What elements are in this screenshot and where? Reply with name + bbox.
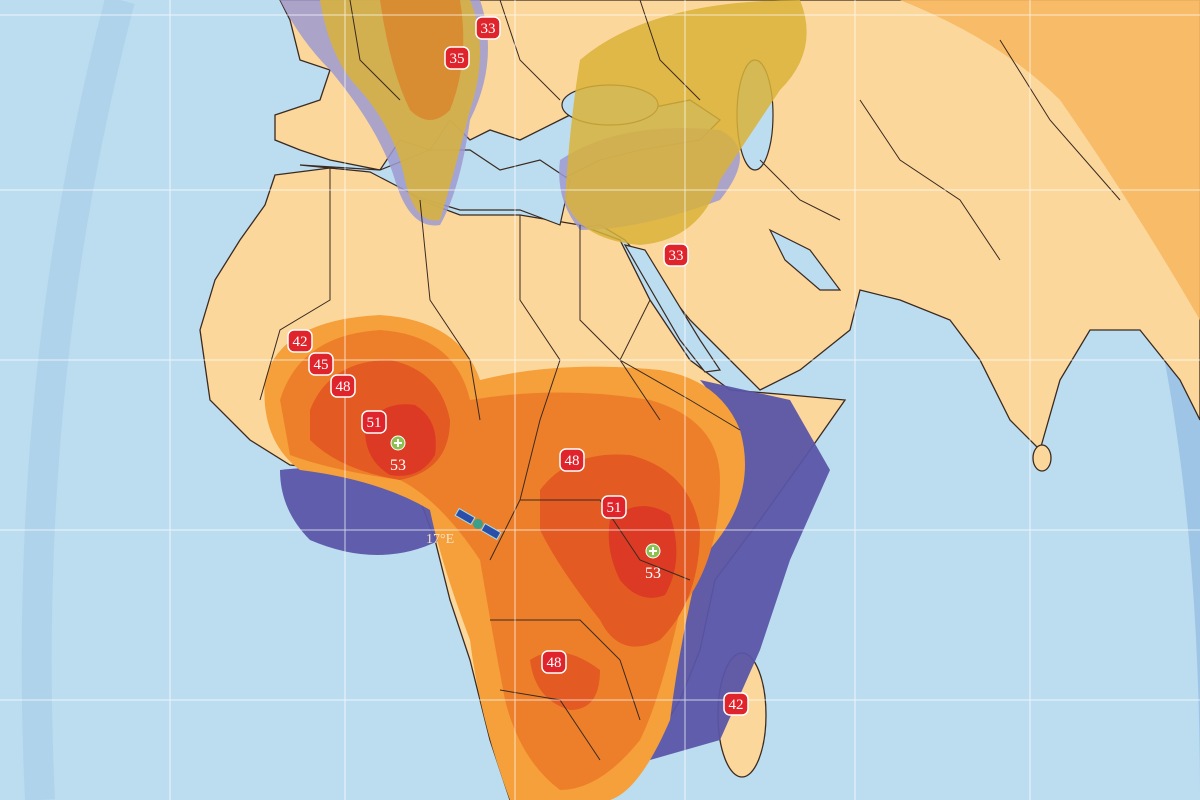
eirp-value: 45 [314, 357, 329, 373]
eirp-value: 51 [607, 500, 622, 516]
eirp-label-west-africa: 48 [330, 374, 356, 398]
contour-asia-orange [900, 0, 1200, 320]
eirp-badge [541, 650, 567, 674]
eirp-value: 42 [293, 334, 308, 350]
eirp-badge [663, 243, 689, 267]
eirp-label-west-africa: 51 [361, 410, 387, 434]
eirp-labels: 33 35 33 42 45 48 51 53 48 51 53 48 42 [287, 16, 749, 716]
contour-europe-orange [380, 0, 464, 120]
eirp-label-central-africa: 48 [559, 448, 585, 472]
eirp-value: 53 [645, 565, 661, 582]
eirp-badge [559, 448, 585, 472]
coverage-contours [264, 0, 1200, 800]
plus-icon [649, 547, 657, 555]
contour-blue-east [640, 380, 830, 760]
eirp-badge [601, 495, 627, 519]
eirp-label-central-europe: 33 [475, 16, 501, 40]
eirp-badge [444, 46, 470, 70]
eirp-label-madagascar: 42 [723, 692, 749, 716]
plus-icon [394, 439, 402, 447]
eirp-badge [330, 374, 356, 398]
eirp-label-nigeria: 53 [390, 435, 406, 474]
outer-coverage-ring [21, 0, 135, 800]
eirp-badge [287, 329, 313, 353]
red-sea [623, 244, 722, 373]
satellite-icon[interactable] [454, 507, 502, 541]
eirp-badge [475, 16, 501, 40]
eirp-value: 48 [336, 379, 351, 395]
sri-lanka [1032, 444, 1052, 472]
country-borders [259, 0, 1121, 761]
eirp-value: 35 [450, 51, 465, 67]
eirp-badge [308, 352, 334, 376]
eirp-label-east-africa: 51 [601, 495, 627, 519]
eirp-label-west-africa: 42 [287, 329, 313, 353]
eirp-badge [361, 410, 387, 434]
persian-gulf [768, 228, 842, 291]
eirp-label-east-africa: 53 [645, 543, 661, 582]
contour-peak [365, 404, 677, 598]
eirp-label-west-africa: 45 [308, 352, 334, 376]
eirp-value: 53 [390, 457, 406, 474]
eirp-value: 33 [669, 248, 684, 264]
eirp-badge [723, 692, 749, 716]
eirp-value: 48 [547, 655, 562, 671]
eirp-label-arabia: 33 [663, 243, 689, 267]
eirp-label-alps: 35 [444, 46, 470, 70]
eirp-value: 42 [729, 697, 744, 713]
eirp-value: 51 [367, 415, 382, 431]
eirp-value: 33 [481, 21, 496, 37]
eirp-value: 48 [565, 453, 580, 469]
eirp-label-southern-africa: 48 [541, 650, 567, 674]
satellite-position-label: 17°E [426, 532, 454, 547]
